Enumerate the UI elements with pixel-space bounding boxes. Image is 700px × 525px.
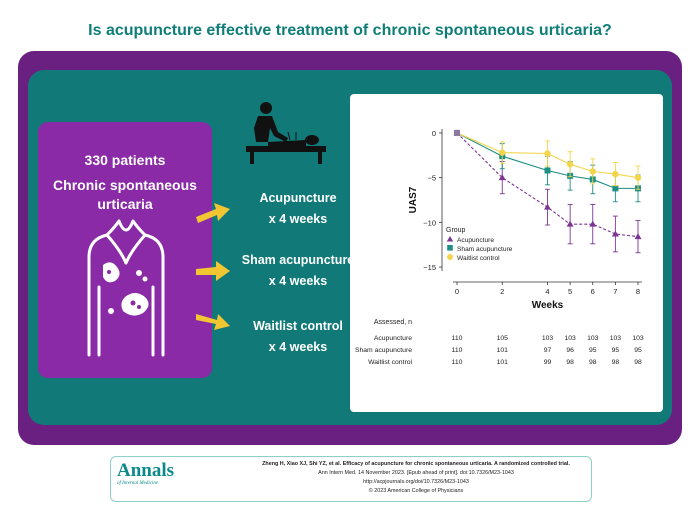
data-point [612, 170, 619, 178]
copyright: © 2023 American College of Physicians [368, 488, 464, 494]
y-tick-label: −10 [423, 218, 436, 227]
acupuncture-treatment-icon [246, 102, 326, 164]
arm-sham-acupuncture: Sham acupuncture x 4 weeks [228, 250, 368, 292]
assessed-cell: 103 [564, 335, 576, 342]
x-tick-label: 8 [636, 287, 640, 296]
arm-name: Waitlist control [253, 319, 343, 333]
patient-count: 330 patients [84, 152, 166, 168]
legend-title: Group [446, 227, 466, 234]
legend-marker [447, 254, 453, 260]
data-point [612, 185, 619, 192]
arm-name: Acupuncture [259, 191, 337, 205]
arrow-icon [196, 203, 230, 223]
assessed-cell: 110 [452, 359, 463, 366]
data-point [454, 129, 460, 136]
assessed-row-label: Acupuncture [374, 335, 412, 342]
assessed-cell: 110 [452, 335, 463, 342]
page-title: Is acupuncture effective treatment of ch… [88, 22, 612, 39]
assessed-cell: 110 [452, 347, 463, 354]
assessed-cell: 95 [612, 347, 620, 354]
assessed-cell: 105 [497, 335, 509, 342]
x-tick-label: 2 [500, 287, 504, 296]
x-axis-label: Weeks [532, 300, 564, 311]
assessed-cell: 103 [542, 335, 554, 342]
arrow-icon [196, 261, 230, 281]
torso-rash-icon [87, 219, 165, 357]
assessed-cell: 101 [497, 347, 509, 354]
data-point [589, 220, 597, 227]
assessed-cell: 95 [634, 347, 642, 354]
citation-line: Zheng H, Xiao XJ, Shi YZ, et al. Efficac… [262, 461, 570, 467]
assessed-cell: 98 [634, 359, 642, 366]
legend-marker [446, 236, 454, 242]
uas7-line-chart: 0 −5 −10 −15 0 2 4 5 6 7 8 Weeks UAS7 Group Acupunctur… [355, 128, 644, 366]
data-point [566, 220, 574, 227]
citation-line: http://acpjournals.org/doi/10.7326/M23-1… [363, 479, 469, 485]
legend-label: Waitlist control [457, 255, 500, 262]
assessed-cell: 96 [566, 347, 574, 354]
citation-line: Ann Intern Med. 14 November 2023. [Epub … [318, 470, 514, 476]
y-tick-label: −15 [423, 263, 436, 272]
arm-duration: x 4 weeks [268, 212, 328, 226]
assessed-cell: 98 [612, 359, 620, 366]
assessed-cell: 103 [587, 335, 599, 342]
y-tick-label: −5 [427, 174, 436, 183]
x-tick-label: 0 [455, 287, 459, 296]
arm-acupuncture: Acupuncture x 4 weeks [228, 188, 368, 230]
arm-duration: x 4 weeks [268, 340, 328, 354]
data-point [634, 174, 642, 181]
data-point [589, 168, 596, 175]
data-point [544, 167, 551, 174]
journal-logo: Annals of Internal Medicine [117, 460, 175, 487]
assessed-cell: 98 [566, 359, 574, 366]
citation-text: Zheng H, Xiao XJ, Shi YZ, et al. Efficac… [251, 460, 581, 496]
assessed-row-label: Waitlist control [368, 359, 412, 366]
data-point [498, 174, 506, 181]
x-tick-label: 7 [613, 287, 617, 296]
arm-name: Sham acupuncture [241, 253, 355, 267]
citation-footer: Annals of Internal Medicine Zheng H, Xia… [110, 456, 592, 502]
legend-label: Sham acupuncture [457, 246, 513, 253]
assessed-cell: 99 [544, 359, 552, 366]
assessed-cell: 97 [544, 347, 552, 354]
data-point [544, 150, 551, 157]
data-point [499, 149, 506, 156]
y-axis-label: UAS7 [408, 186, 419, 213]
assessed-row-label: Sham acupuncture [355, 347, 412, 354]
legend-marker [447, 245, 453, 251]
data-point [634, 233, 642, 240]
data-point [611, 230, 619, 237]
population-box: 330 patients Chronic spontaneous urticar… [38, 122, 212, 378]
legend-label: Acupuncture [457, 237, 494, 244]
arm-waitlist-control: Waitlist control x 4 weeks [228, 316, 368, 358]
assessed-cell: 103 [610, 335, 622, 342]
x-tick-label: 4 [545, 287, 549, 296]
assessed-cell: 101 [497, 359, 509, 366]
chart-panel: 0 −5 −10 −15 0 2 4 5 6 7 8 Weeks UAS7 Group Acupunctur… [350, 94, 663, 412]
condition-label: Chronic spontaneous urticaria [53, 177, 197, 212]
assessed-cell: 98 [589, 359, 597, 366]
data-point [566, 161, 574, 168]
assessed-cell: 95 [589, 347, 597, 354]
y-tick-label: 0 [432, 129, 436, 138]
arrow-icon [196, 314, 230, 330]
arm-duration: x 4 weeks [268, 274, 328, 288]
x-tick-label: 6 [591, 287, 595, 296]
assessed-cell: 103 [632, 335, 644, 342]
data-point [544, 203, 551, 210]
assessed-title: Assessed, n [374, 319, 412, 326]
x-tick-label: 5 [568, 287, 572, 296]
